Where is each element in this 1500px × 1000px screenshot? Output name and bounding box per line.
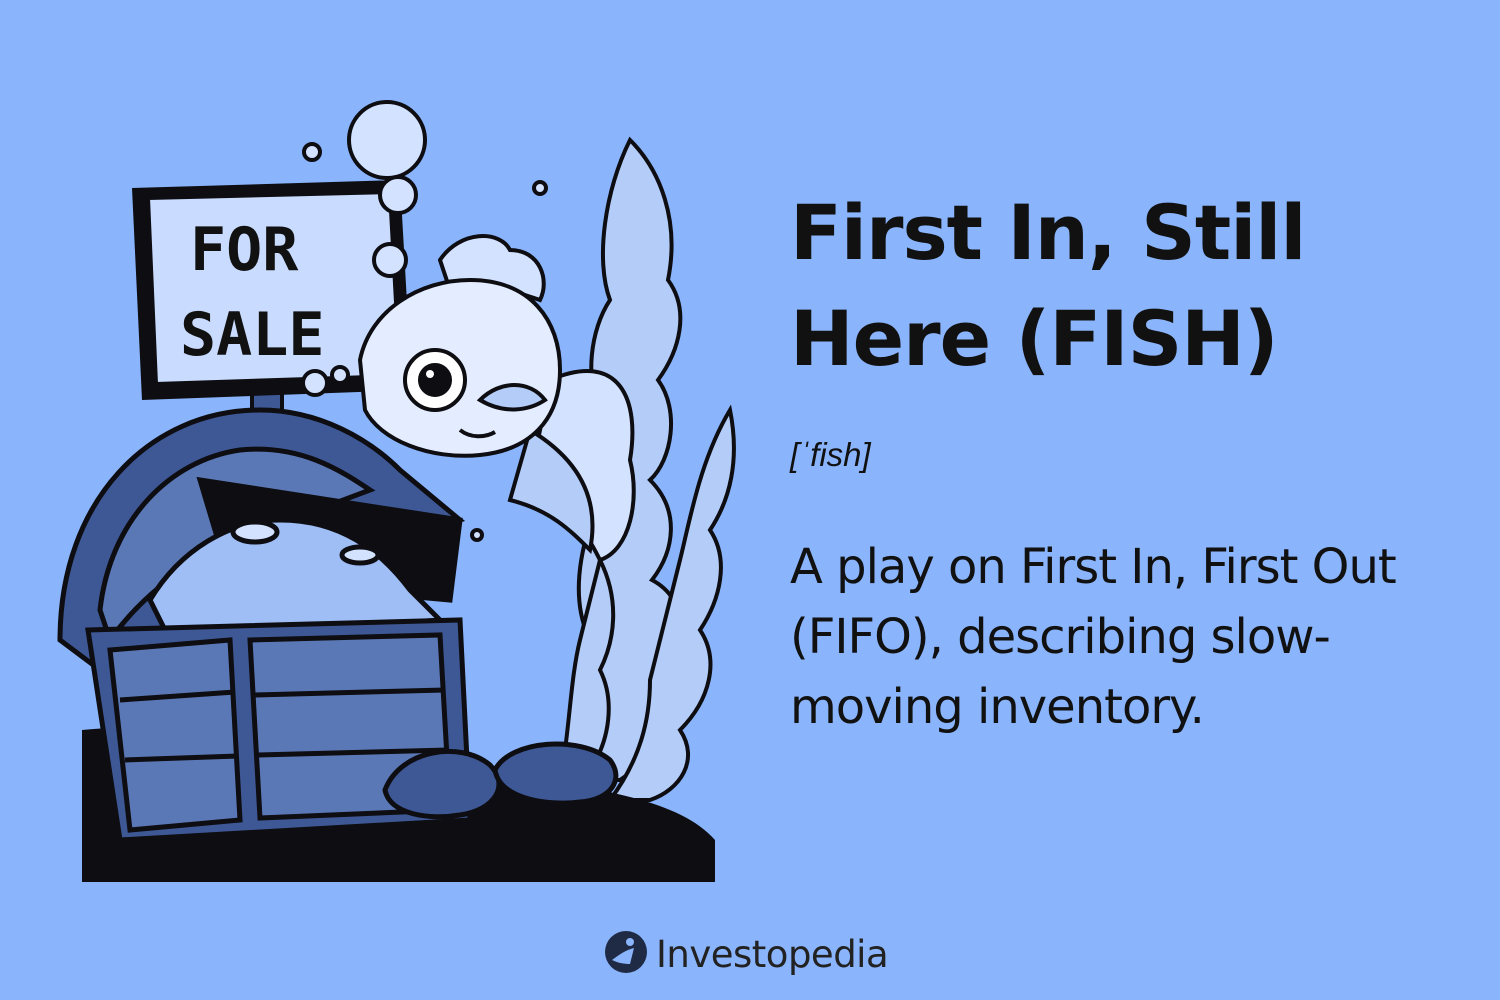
term-title-line1: First In, Still [790,188,1306,277]
treasure-chest [57,407,473,843]
goldfish-icon [357,234,636,563]
illustration-svg: FOR SALE [57,100,736,882]
rocks [382,741,619,820]
for-sale-sign: FOR SALE [132,180,412,400]
investopedia-brand[interactable]: Investopedia [604,930,889,978]
term-pronunciation: [ˈfish] [790,436,871,473]
fish-treasure-illustration: FOR SALE [40,80,740,890]
term-title: First In, Still Here (FISH) [790,180,1430,392]
sign-text-line1: FOR [190,215,299,285]
brand-name: Investopedia [656,932,889,976]
sign-text-line2: SALE [180,300,325,370]
term-definition: A play on First In, First Out (FIFO), de… [790,539,1397,735]
bubbles [301,100,548,542]
investopedia-logo-icon [604,930,648,978]
term-title-line2: Here (FISH) [790,294,1279,383]
term-panel: First In, Still Here (FISH) [ˈfish] A pl… [790,180,1430,742]
